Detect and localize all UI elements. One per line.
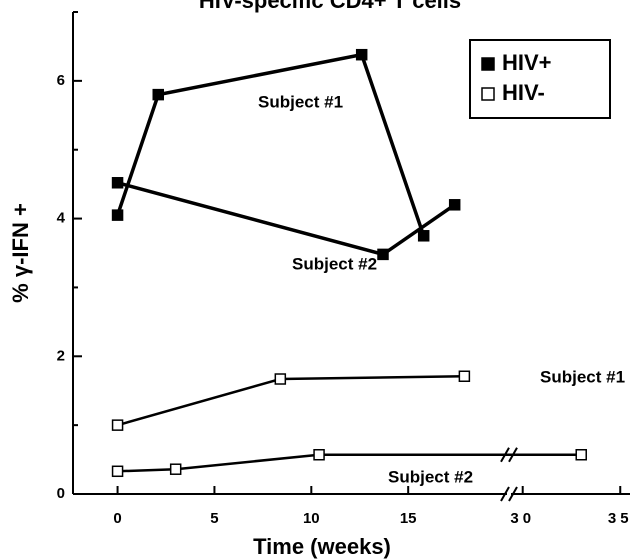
legend-label: HIV- xyxy=(502,80,545,105)
marker xyxy=(111,209,124,221)
legend-box xyxy=(469,39,611,119)
legend-label: HIV+ xyxy=(502,50,552,75)
marker xyxy=(355,48,368,61)
marker xyxy=(377,248,389,261)
legend-marker xyxy=(481,57,495,71)
legend-marker xyxy=(481,87,495,101)
series-line xyxy=(117,453,582,473)
marker xyxy=(417,230,430,242)
x-tick-label: 35 xyxy=(608,510,633,527)
series-line xyxy=(117,181,456,257)
marker xyxy=(111,465,124,478)
x-tick-label: 5 xyxy=(210,510,218,527)
x-tick-label: 0 xyxy=(113,510,121,527)
y-tick-label: 0 xyxy=(57,485,65,502)
marker xyxy=(274,373,287,385)
marker xyxy=(575,449,587,461)
x-axis-label: Time (weeks) xyxy=(253,534,391,559)
marker xyxy=(111,177,124,189)
x-tick-label: 30 xyxy=(510,510,535,527)
y-tick-label: 6 xyxy=(57,72,65,89)
marker xyxy=(111,419,124,431)
marker xyxy=(313,449,325,461)
chart-title: HIV-specific CD4+ T cells xyxy=(199,0,461,13)
axis-break xyxy=(500,486,518,502)
y-tick-label: 4 xyxy=(57,210,66,227)
series-annotation: Subject #1 xyxy=(540,367,625,386)
series-line xyxy=(117,375,465,427)
marker xyxy=(152,88,164,101)
series-annotation: Subject #1 xyxy=(258,92,343,111)
marker xyxy=(458,370,471,383)
x-tick-label: 10 xyxy=(303,510,320,527)
series-line xyxy=(115,52,426,237)
marker xyxy=(448,199,461,211)
y-tick-label: 2 xyxy=(57,347,65,364)
y-axis-label: % γ-IFN + xyxy=(8,203,33,303)
line-break xyxy=(500,447,518,463)
marker xyxy=(169,463,182,475)
x-tick-label: 15 xyxy=(400,510,417,527)
series-annotation: Subject #2 xyxy=(292,254,377,273)
series-annotation: Subject #2 xyxy=(388,467,473,486)
